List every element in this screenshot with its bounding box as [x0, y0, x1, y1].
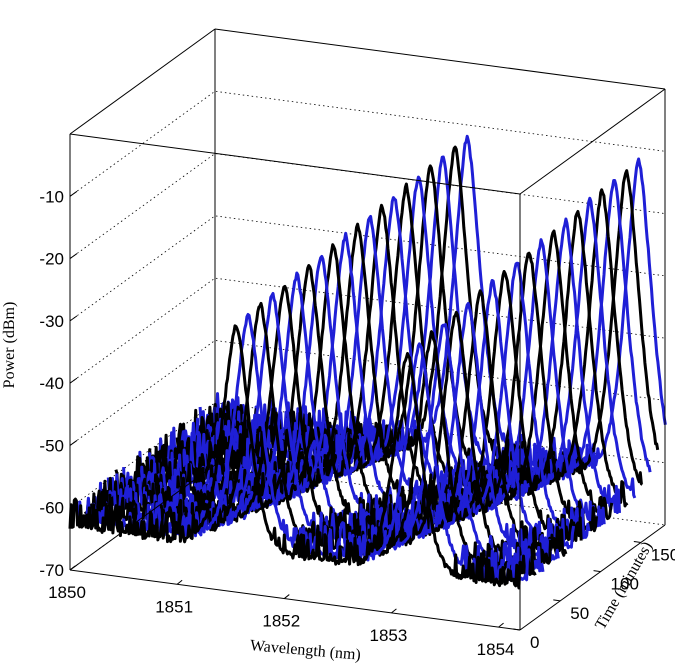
z-tick [69, 440, 78, 446]
z-tick [69, 502, 78, 509]
y-tick-label: 150 [651, 546, 675, 565]
gridline-z [69, 153, 666, 259]
x-tick [391, 608, 397, 614]
y-tick [512, 628, 521, 631]
z-tick [69, 190, 78, 197]
z-tick-label: -40 [39, 374, 64, 393]
traces-layer [68, 134, 667, 590]
x-tick [69, 565, 76, 571]
y-tick-label: 100 [611, 575, 639, 594]
x-axis-label: Wavelength (nm) [249, 637, 361, 664]
y-tick [553, 599, 561, 602]
spectrum-trace [77, 313, 530, 584]
z-tick [69, 253, 78, 259]
y-axis-label: Time (minutes) [592, 539, 656, 633]
y-tick [593, 570, 601, 573]
spectrum-trace [145, 222, 598, 533]
x-tick-label: 1853 [370, 626, 408, 645]
x-tick-label: 1854 [477, 640, 515, 659]
box-frame [69, 28, 666, 631]
x-tick-label: 1851 [155, 597, 193, 616]
frame-edge [69, 569, 521, 631]
x-tick [283, 594, 290, 599]
gridline-z [69, 277, 666, 384]
z-axis-label: Power (dBm) [1, 302, 18, 389]
frame-edge [214, 28, 666, 90]
z-tick-label: -30 [39, 312, 64, 331]
frame-edge [69, 133, 521, 195]
gridline-z [69, 90, 666, 197]
z-tick-label: -70 [39, 561, 64, 580]
x-tick-label: 1852 [262, 612, 300, 631]
frame-edge [519, 88, 666, 195]
y-tick-label: 0 [530, 633, 539, 652]
x-tick-label: 1850 [48, 583, 86, 602]
y-tick [633, 541, 641, 543]
z-tick [69, 377, 78, 384]
spectrum-trace [68, 324, 522, 590]
frame-edge [69, 464, 216, 571]
x-tick [176, 579, 183, 585]
z-tick-label: -10 [39, 187, 64, 206]
y-tick-label: 50 [570, 604, 589, 623]
x-tick [498, 622, 504, 628]
tick-labels: -10 -20 -30 -40 -50 -60 -70 1850 1851 1852 1853 185… [39, 187, 675, 659]
gridline-z [69, 215, 666, 322]
frame-edge [69, 28, 216, 135]
z-tick-label: -60 [39, 499, 64, 518]
z-tick-label: -20 [39, 250, 64, 269]
z-tick-label: -50 [39, 436, 64, 455]
z-tick [69, 315, 78, 322]
